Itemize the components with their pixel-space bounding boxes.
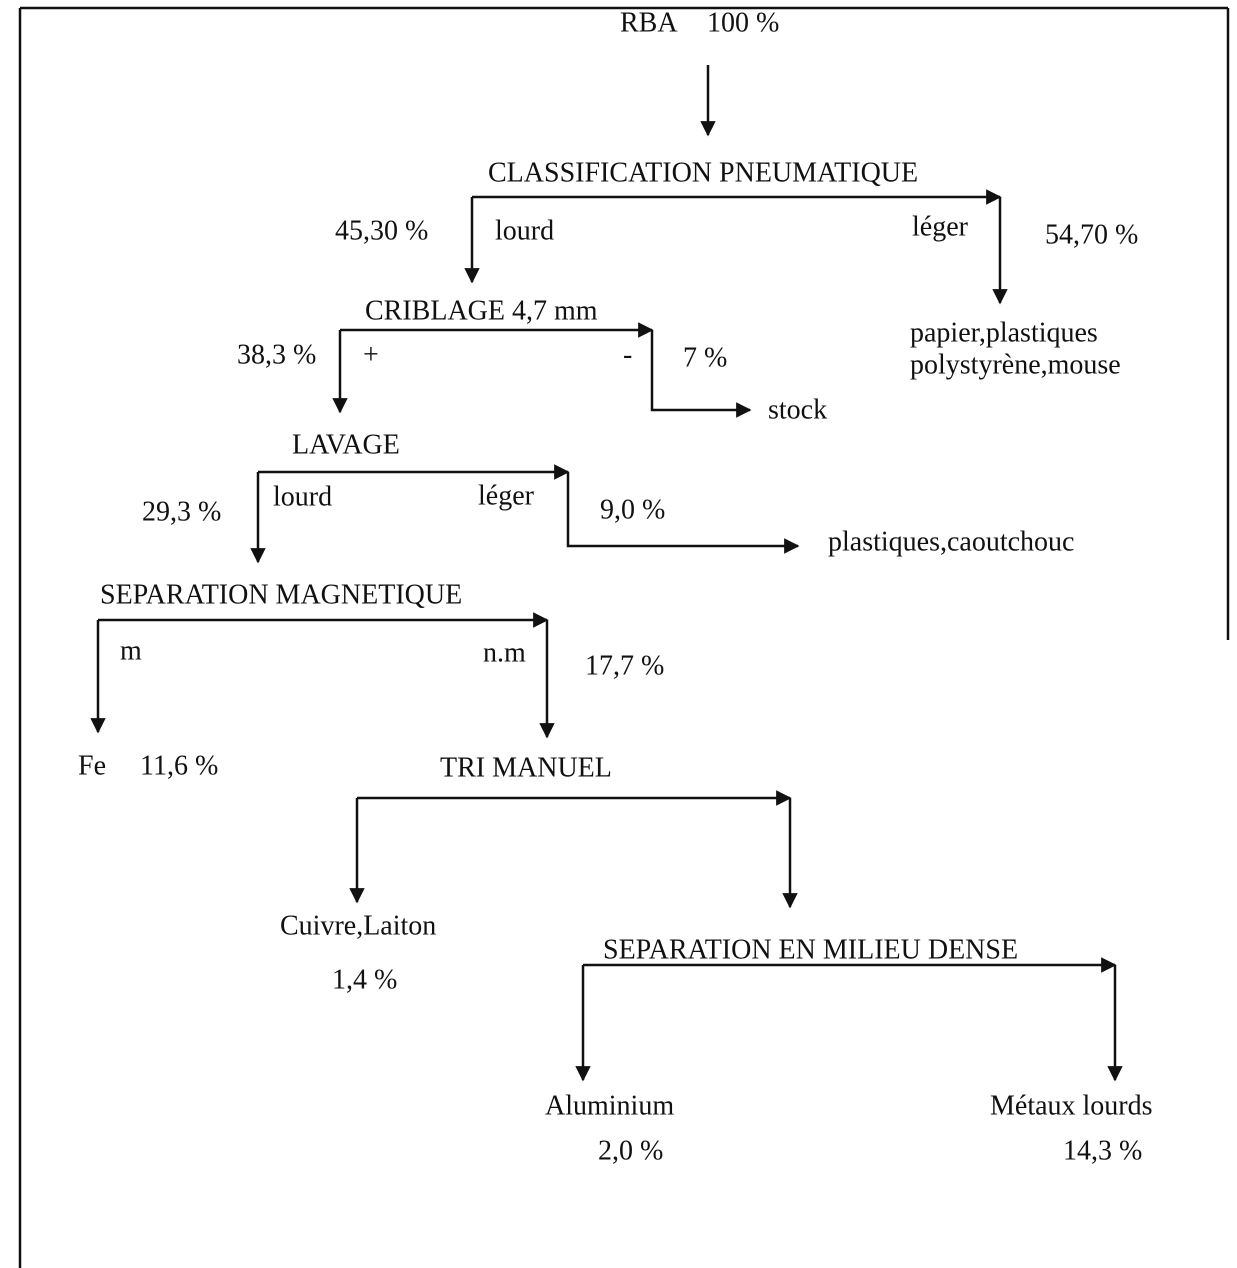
percent: 29,3 % bbox=[142, 496, 221, 527]
step-title: LAVAGE bbox=[292, 429, 400, 460]
arrow bbox=[566, 472, 800, 554]
step-title: SEPARATION MAGNETIQUE bbox=[100, 579, 462, 610]
labels: RBA 100 % CLASSIFICATION PNEUMATIQUE 45,… bbox=[78, 7, 1153, 1166]
step-title: SEPARATION EN MILIEU DENSE bbox=[603, 934, 1018, 965]
percent: 38,3 % bbox=[237, 339, 316, 370]
step-title: TRI MANUEL bbox=[440, 752, 612, 783]
branch-label: m bbox=[120, 635, 142, 666]
output: plastiques,caoutchouc bbox=[828, 526, 1074, 557]
output: Aluminium bbox=[545, 1090, 674, 1121]
branch-label: lourd bbox=[495, 215, 554, 246]
branch-label: léger bbox=[912, 211, 969, 242]
frame bbox=[18, 6, 1230, 1268]
connectors bbox=[90, 65, 1123, 1082]
percent: 1,4 % bbox=[332, 964, 397, 995]
percent: 17,7 % bbox=[585, 650, 664, 681]
output: papier,plastiques bbox=[910, 317, 1098, 348]
percent: 54,70 % bbox=[1045, 219, 1138, 250]
branch-label: lourd bbox=[273, 481, 332, 512]
arrow bbox=[650, 330, 752, 418]
percent: 2,0 % bbox=[598, 1135, 663, 1166]
output: Métaux lourds bbox=[990, 1090, 1153, 1121]
step-title: CRIBLAGE 4,7 mm bbox=[365, 295, 598, 326]
step-title: CLASSIFICATION PNEUMATIQUE bbox=[488, 157, 918, 188]
source-percent: 100 % bbox=[707, 7, 779, 38]
output: stock bbox=[768, 394, 827, 425]
percent: 11,6 % bbox=[140, 750, 218, 781]
percent: 45,30 % bbox=[335, 215, 428, 246]
output: Cuivre,Laiton bbox=[280, 910, 436, 941]
output: polystyrène,mouse bbox=[910, 349, 1121, 380]
percent: 14,3 % bbox=[1063, 1135, 1142, 1166]
branch-label: n.m bbox=[483, 637, 526, 668]
percent: 9,0 % bbox=[600, 494, 665, 525]
branch-label: - bbox=[623, 339, 632, 370]
branch-label: + bbox=[363, 339, 379, 370]
branch-label: léger bbox=[478, 480, 535, 511]
percent: 7 % bbox=[683, 342, 727, 373]
source-label: RBA bbox=[620, 7, 678, 38]
output: Fe bbox=[78, 750, 106, 781]
